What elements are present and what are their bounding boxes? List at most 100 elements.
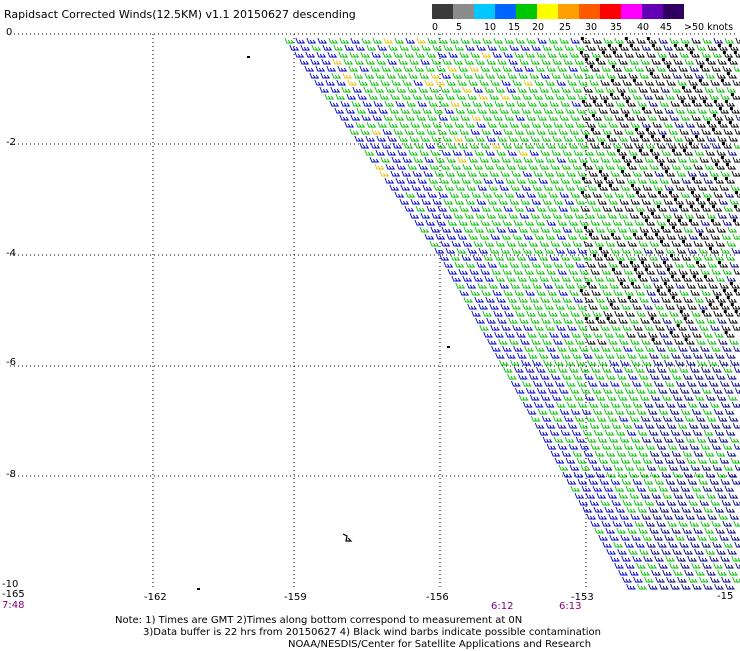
wind-barb — [432, 44, 442, 51]
wind-barb — [524, 268, 534, 275]
wind-barb — [686, 359, 696, 366]
wind-barb — [505, 331, 515, 338]
wind-barb — [472, 177, 482, 184]
wind-barb — [672, 548, 682, 555]
wind-barb — [374, 163, 384, 170]
wind-barb — [696, 513, 706, 520]
contamination-dot — [694, 135, 698, 138]
wind-barb — [591, 205, 601, 212]
wind-barb — [595, 72, 605, 79]
wind-barb — [722, 345, 732, 352]
wind-barb — [326, 65, 336, 72]
wind-barb — [616, 275, 626, 282]
wind-barb — [534, 233, 544, 240]
wind-barb — [721, 499, 731, 506]
wind-barb — [570, 37, 580, 44]
wind-barb — [661, 296, 671, 303]
wind-barb — [510, 184, 520, 191]
wind-barb — [673, 212, 683, 219]
wind-barb — [325, 79, 335, 86]
wind-barb — [610, 170, 620, 177]
wind-barb — [649, 240, 659, 247]
wind-barb — [502, 219, 512, 226]
wind-barb — [535, 268, 545, 275]
wind-barb — [592, 408, 603, 415]
wind-barb — [519, 58, 529, 65]
legend-label: 30 — [585, 22, 598, 33]
wind-barb — [499, 107, 509, 114]
wind-barb — [468, 233, 478, 240]
wind-barb — [668, 205, 678, 212]
wind-barb — [572, 240, 582, 247]
wind-barb — [534, 79, 544, 86]
wind-barb — [669, 114, 679, 121]
wind-barb — [682, 527, 692, 534]
wind-barb — [645, 520, 655, 527]
wind-barb — [525, 289, 535, 296]
contamination-dot — [620, 170, 624, 173]
wind-barb — [693, 527, 703, 534]
wind-barb — [732, 576, 740, 583]
wind-barb — [478, 303, 488, 310]
wind-barb — [510, 107, 520, 114]
wind-barb — [396, 86, 406, 93]
wind-barb — [647, 562, 657, 569]
contamination-dot — [595, 317, 599, 320]
wind-barb — [437, 51, 447, 58]
wind-barb — [593, 506, 603, 513]
wind-barb — [667, 142, 677, 149]
contamination-dot — [730, 303, 734, 306]
wind-barb — [506, 352, 516, 359]
wind-barb — [496, 226, 506, 233]
wind-barb — [490, 324, 500, 331]
wind-barb — [422, 184, 432, 191]
wind-barb — [729, 436, 740, 443]
wind-barb — [670, 583, 680, 590]
wind-barb — [473, 163, 483, 170]
wind-barb — [685, 121, 695, 128]
contamination-dot — [724, 331, 728, 334]
wind-barb — [575, 44, 585, 51]
wind-barb — [699, 156, 709, 163]
wind-barb — [494, 177, 504, 184]
wind-barb — [551, 394, 562, 401]
wind-barb — [661, 394, 672, 401]
wind-barb — [448, 205, 458, 212]
wind-barb — [666, 156, 676, 163]
wind-barb — [491, 65, 501, 72]
wind-barb — [554, 457, 565, 464]
wind-barb — [648, 506, 658, 513]
wind-barb — [398, 135, 408, 142]
wind-barb — [572, 86, 582, 93]
wind-barb — [660, 527, 670, 534]
wind-barb — [529, 226, 539, 233]
wind-barb — [613, 128, 623, 135]
wind-barb — [354, 58, 364, 65]
wind-barb — [581, 114, 591, 121]
wind-barb — [521, 107, 531, 114]
wind-barb — [677, 422, 688, 429]
wind-barb — [703, 331, 713, 338]
wind-barb — [578, 499, 588, 506]
wind-barb — [695, 492, 705, 499]
wind-barb — [726, 527, 736, 534]
wind-barb — [563, 58, 573, 65]
wind-barb — [561, 352, 571, 359]
wind-barb — [401, 170, 411, 177]
wind-barb — [570, 114, 580, 121]
wind-barb — [392, 142, 402, 149]
wind-barb — [655, 576, 665, 583]
wind-barb — [430, 149, 440, 156]
wind-barb — [624, 541, 634, 548]
wind-barb — [545, 233, 555, 240]
contamination-dot — [726, 72, 730, 75]
wind-barb — [564, 44, 574, 51]
wind-barb — [602, 541, 612, 548]
wind-barb — [698, 478, 709, 485]
wind-barb — [410, 198, 420, 205]
wind-barb — [501, 79, 511, 86]
wind-barb — [593, 177, 603, 184]
wind-barb — [558, 51, 568, 58]
wind-barb — [682, 450, 693, 457]
wind-barb — [664, 534, 674, 541]
